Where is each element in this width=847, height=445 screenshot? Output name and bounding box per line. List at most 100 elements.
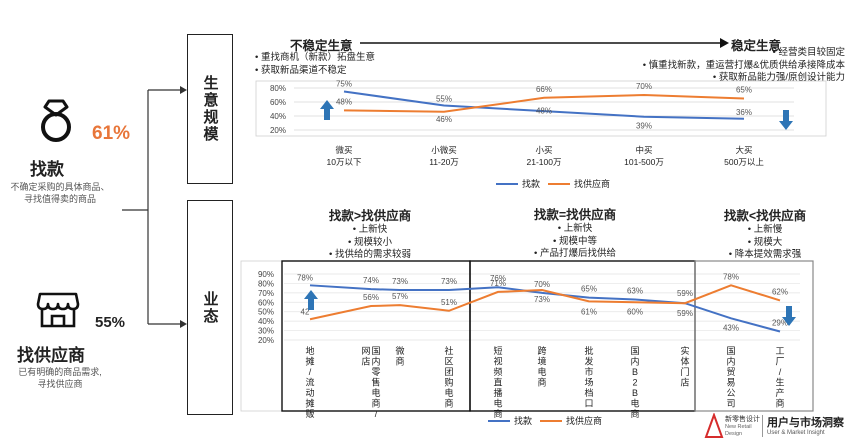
bullet-item: • 降本提效需求强 <box>728 249 802 260</box>
x-category-char: 购 <box>444 377 453 388</box>
y-tick-label: 80% <box>258 279 274 288</box>
legend-label-supplier: 找供应商 <box>574 178 610 189</box>
y-tick-label: 30% <box>258 327 274 336</box>
x-category-char: 国 <box>726 346 735 356</box>
data-label: 70% <box>534 280 550 289</box>
y-tick-label: 20% <box>258 336 274 345</box>
data-label: 78% <box>297 273 313 282</box>
format-box: 业态 <box>187 200 233 415</box>
x-category-label: 11-20万 <box>429 157 459 167</box>
y-tick-label: 60% <box>258 298 274 307</box>
find-desc-line: 寻找值得卖的商品 <box>23 194 96 204</box>
find-label: 找款 <box>30 160 64 179</box>
x-category-char: 生 <box>775 377 784 388</box>
bullet-item: • 产品打爆后找供给 <box>534 248 616 259</box>
x-category-char: 团 <box>444 367 453 377</box>
x-category-char: 2 <box>632 378 637 388</box>
x-category-char: 社 <box>444 345 453 356</box>
x-category-char: 境 <box>537 356 546 367</box>
x-category-char: 播 <box>493 387 502 398</box>
brand-divider <box>762 415 763 437</box>
down-arrow-icon <box>779 110 793 130</box>
x-category-char: 视 <box>493 356 502 367</box>
ring-icon <box>36 98 76 144</box>
group-header: 找款=找供应商 <box>533 208 617 222</box>
x-category-char: 电 <box>630 398 639 409</box>
x-category-char: 司 <box>726 399 735 409</box>
data-label: 65% <box>736 86 752 95</box>
x-category-char: 电 <box>493 398 502 409</box>
y-tick-label: 80% <box>270 84 286 93</box>
x-category-char: 贸 <box>726 366 735 377</box>
data-label: 56% <box>363 293 379 302</box>
group-bullets: • 上新慢 • 规模大 • 降本提效需求强 <box>690 224 840 262</box>
series-line-find <box>343 90 745 120</box>
x-category-char: 地 <box>305 345 314 356</box>
data-label: 48% <box>336 97 352 106</box>
series-line-supplier <box>309 284 781 321</box>
top-right-bullets: • 经营类目较固定 • 慎重找新款，重运营打爆&优质供给承接降成本 • 获取新品… <box>595 47 845 85</box>
data-label: 76% <box>490 274 506 283</box>
data-label: 59% <box>677 289 693 298</box>
up-arrow-icon <box>320 100 334 120</box>
supplier-desc-line: 已有明确的商品需求, <box>18 367 102 377</box>
bullet-item: • 规模大 <box>747 236 783 248</box>
x-category-char: 实 <box>680 345 689 356</box>
group-header: 找款>找供应商 <box>328 209 412 223</box>
bullet-item: • 获取新品渠道不稳定 <box>255 64 347 76</box>
data-label: 57% <box>392 292 408 301</box>
bullet-item: • 重找商机（新款）拓盘生意 <box>255 52 375 63</box>
x-category-label: 101-500万 <box>624 157 664 167</box>
format-chart: 90%80%70%60%50%40%30%20%78% 74% 73% 73% 76%7… <box>240 260 814 426</box>
bullet-item-text: 上新快 <box>358 224 388 235</box>
x-category-char: 内 <box>726 356 735 367</box>
brand-subtitle: User & Market Insight <box>767 430 825 436</box>
x-category-char: 电 <box>371 387 380 398</box>
x-category-char: 市 <box>584 366 593 377</box>
x-category-char: 售 <box>371 377 380 388</box>
bullet-item-text: 降本提效需求强 <box>734 249 802 260</box>
x-category-char: 国 <box>371 346 380 356</box>
find-desc: 不确定采购的具体商品、 寻找值得卖的商品 <box>0 181 120 205</box>
bullet-item-text: 规模较小 <box>353 236 392 248</box>
group-bullets: • 上新快 • 规模较小 • 找供给的需求较弱 <box>300 224 440 262</box>
x-category-char: 公 <box>726 388 735 398</box>
x-category-char: 商 <box>775 398 784 409</box>
y-tick-label: 90% <box>258 270 274 279</box>
x-category-char: 直 <box>493 377 502 388</box>
x-category-char: 微 <box>395 345 404 356</box>
group-bullets: • 上新快 • 规模中等 • 产品打爆后找供给 <box>505 223 645 261</box>
x-category-label: 10万以下 <box>327 157 362 167</box>
series-line-supplier <box>343 93 745 113</box>
bullet-item: • 规模较小 <box>348 236 392 248</box>
data-label: 55% <box>436 95 452 104</box>
x-category-char: 电 <box>444 387 453 398</box>
bullet-item-text: 获取新品渠道不稳定 <box>260 64 347 76</box>
brand-block: 新零售设计 New Retail Design 用户与市场洞察 User & M… <box>700 411 847 445</box>
data-label: 51% <box>441 298 457 307</box>
data-label: 61% <box>581 307 597 316</box>
data-label: 60% <box>627 307 643 316</box>
x-category-char: 场 <box>584 378 593 388</box>
scale-label: 生意规模 <box>201 75 219 143</box>
x-category-char: / <box>779 367 782 377</box>
legend-label-find: 找款 <box>514 415 532 426</box>
data-label: 73% <box>392 277 408 286</box>
bullet-item: • 上新快 <box>557 223 593 234</box>
group-1-text: 找款>找供应商 • 上新快 • 规模较小 • 找供给的需求较弱 <box>300 205 440 262</box>
data-label: 39% <box>636 122 652 131</box>
scale-box: 生意规模 <box>187 34 233 184</box>
x-category-char: 商 <box>493 408 502 419</box>
y-tick-label: 20% <box>270 126 286 135</box>
x-category-char: 体 <box>680 356 689 367</box>
arrow-right-label: 稳定生意 <box>731 39 782 53</box>
x-category-char: 工 <box>775 346 784 356</box>
x-category-char: 短 <box>493 345 502 356</box>
supplier-desc-line: 寻找供应商 <box>37 379 83 389</box>
x-category-char: 内 <box>371 356 380 367</box>
x-category-char: 摊 <box>305 398 314 409</box>
x-category-label: 微买 <box>335 145 352 155</box>
x-category-char: 店 <box>361 356 370 367</box>
supplier-pct: 55% <box>95 314 126 331</box>
y-tick-label: 40% <box>270 112 286 121</box>
